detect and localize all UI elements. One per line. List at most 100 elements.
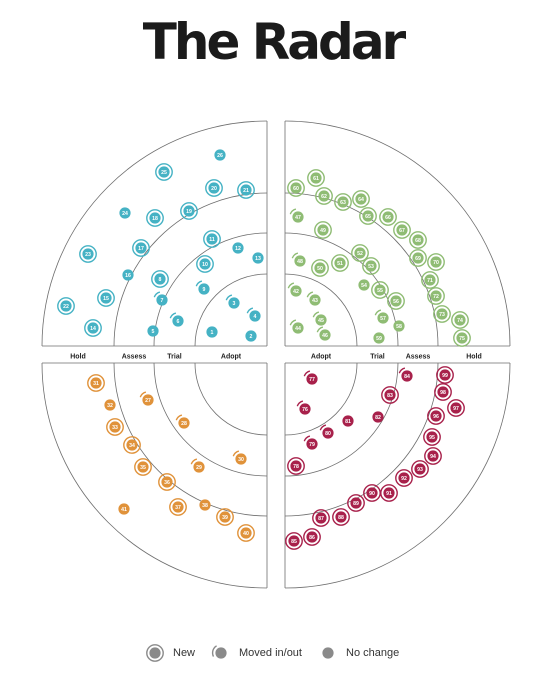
blip-83[interactable]: 83 <box>381 386 399 404</box>
blip-32[interactable]: 32 <box>104 399 116 411</box>
blip-52[interactable]: 52 <box>351 244 369 262</box>
blip-72[interactable]: 72 <box>427 287 445 305</box>
blip-91[interactable]: 91 <box>380 484 398 502</box>
blip-58[interactable]: 58 <box>393 320 405 332</box>
blip-44[interactable]: 44 <box>289 319 304 334</box>
blip-13[interactable]: 13 <box>252 252 264 264</box>
blip-46[interactable]: 46 <box>316 326 331 341</box>
blip-38[interactable]: 38 <box>199 499 211 511</box>
blip-11[interactable]: 11 <box>203 230 221 248</box>
blip-57[interactable]: 57 <box>374 309 389 324</box>
blip-95[interactable]: 95 <box>423 428 441 446</box>
blip-30[interactable]: 30 <box>232 450 247 465</box>
blip-67[interactable]: 67 <box>393 221 411 239</box>
blip-20[interactable]: 20 <box>205 179 223 197</box>
blip-25[interactable]: 25 <box>155 163 173 181</box>
blip-number: 26 <box>217 153 223 159</box>
blip-moved-arc <box>303 370 311 377</box>
blip-80[interactable]: 80 <box>319 424 334 439</box>
blip-47[interactable]: 47 <box>289 208 304 223</box>
blip-71[interactable]: 71 <box>421 271 439 289</box>
blip-28[interactable]: 28 <box>175 414 190 429</box>
blip-49[interactable]: 49 <box>314 221 332 239</box>
blip-36[interactable]: 36 <box>158 473 176 491</box>
blip-31[interactable]: 31 <box>87 374 105 392</box>
blip-81[interactable]: 81 <box>342 415 354 427</box>
blip-98[interactable]: 98 <box>434 383 452 401</box>
blip-39[interactable]: 39 <box>216 508 234 526</box>
blip-37[interactable]: 37 <box>169 498 187 516</box>
blip-85[interactable]: 85 <box>285 532 303 550</box>
blip-24[interactable]: 24 <box>119 207 131 219</box>
blip-54[interactable]: 54 <box>358 279 370 291</box>
blip-23[interactable]: 23 <box>79 245 97 263</box>
blip-89[interactable]: 89 <box>347 494 365 512</box>
blip-2[interactable]: 2 <box>245 330 257 342</box>
blip-84[interactable]: 84 <box>398 367 413 382</box>
blip-15[interactable]: 15 <box>97 289 115 307</box>
blip-87[interactable]: 87 <box>312 509 330 527</box>
blip-53[interactable]: 53 <box>362 257 380 275</box>
blip-3[interactable]: 3 <box>225 294 240 309</box>
blip-78[interactable]: 78 <box>287 457 305 475</box>
blip-35[interactable]: 35 <box>134 458 152 476</box>
blip-79[interactable]: 79 <box>303 435 318 450</box>
blip-33[interactable]: 33 <box>106 418 124 436</box>
blip-45[interactable]: 45 <box>312 311 327 326</box>
blip-66[interactable]: 66 <box>379 208 397 226</box>
blip-65[interactable]: 65 <box>359 207 377 225</box>
blip-16[interactable]: 16 <box>122 269 134 281</box>
blip-40[interactable]: 40 <box>237 524 255 542</box>
blip-8[interactable]: 8 <box>151 270 169 288</box>
blip-51[interactable]: 51 <box>331 254 349 272</box>
blip-14[interactable]: 14 <box>84 319 102 337</box>
blip-22[interactable]: 22 <box>57 297 75 315</box>
blip-10[interactable]: 10 <box>196 255 214 273</box>
blip-9[interactable]: 9 <box>195 280 210 295</box>
blip-62[interactable]: 62 <box>315 187 333 205</box>
blip-48[interactable]: 48 <box>291 252 306 267</box>
blip-93[interactable]: 93 <box>411 460 429 478</box>
blip-26[interactable]: 26 <box>214 149 226 161</box>
blip-70[interactable]: 70 <box>427 253 445 271</box>
blip-97[interactable]: 97 <box>447 399 465 417</box>
blip-63[interactable]: 63 <box>334 193 352 211</box>
blip-68[interactable]: 68 <box>409 231 427 249</box>
blip-76[interactable]: 76 <box>296 400 311 415</box>
blip-27[interactable]: 27 <box>139 391 154 406</box>
blip-86[interactable]: 86 <box>303 528 321 546</box>
blip-94[interactable]: 94 <box>424 447 442 465</box>
blip-6[interactable]: 6 <box>169 312 184 327</box>
blip-34[interactable]: 34 <box>123 436 141 454</box>
blip-88[interactable]: 88 <box>332 508 350 526</box>
blip-42[interactable]: 42 <box>287 282 302 297</box>
blip-69[interactable]: 69 <box>409 249 427 267</box>
blip-41[interactable]: 41 <box>118 503 130 515</box>
blip-96[interactable]: 96 <box>427 407 445 425</box>
blip-92[interactable]: 92 <box>395 469 413 487</box>
blip-60[interactable]: 60 <box>287 179 305 197</box>
blip-73[interactable]: 73 <box>433 305 451 323</box>
blip-82[interactable]: 82 <box>372 411 384 423</box>
blip-4[interactable]: 4 <box>246 307 261 322</box>
blip-18[interactable]: 18 <box>146 209 164 227</box>
blip-5[interactable]: 5 <box>147 325 159 337</box>
blip-55[interactable]: 55 <box>371 281 389 299</box>
blip-17[interactable]: 17 <box>132 239 150 257</box>
blip-99[interactable]: 99 <box>436 366 454 384</box>
blip-77[interactable]: 77 <box>303 370 318 385</box>
blip-50[interactable]: 50 <box>311 259 329 277</box>
blip-1[interactable]: 1 <box>206 326 218 338</box>
blip-56[interactable]: 56 <box>387 292 405 310</box>
blip-59[interactable]: 59 <box>373 332 385 344</box>
blip-61[interactable]: 61 <box>307 169 325 187</box>
blip-21[interactable]: 21 <box>237 181 255 199</box>
blip-43[interactable]: 43 <box>306 291 321 306</box>
blip-7[interactable]: 7 <box>153 291 168 306</box>
blip-19[interactable]: 19 <box>180 202 198 220</box>
blip-12[interactable]: 12 <box>232 242 244 254</box>
blip-29[interactable]: 29 <box>190 458 205 473</box>
blip-74[interactable]: 74 <box>451 311 469 329</box>
blip-75[interactable]: 75 <box>453 329 471 347</box>
blip-64[interactable]: 64 <box>352 190 370 208</box>
